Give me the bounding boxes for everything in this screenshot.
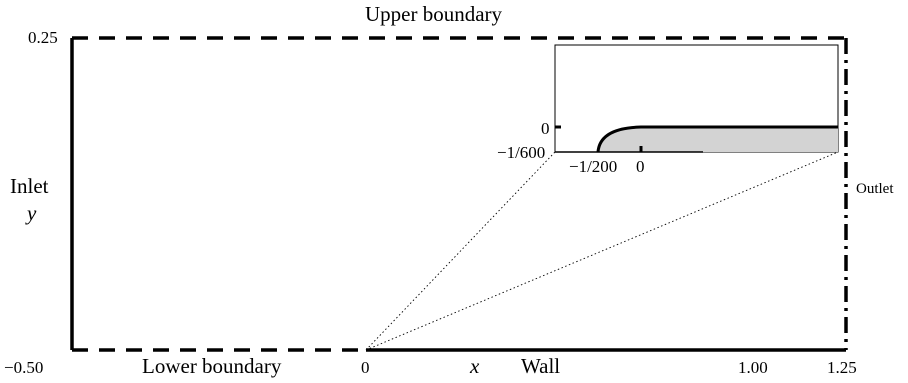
- wall-label: Wall: [521, 354, 560, 378]
- x-tick-zero: 0: [361, 358, 370, 377]
- y-axis-label: y: [25, 201, 37, 225]
- domain-boundaries: [70, 36, 848, 352]
- inset-plot: 0 −1/600 −1/200 0: [497, 44, 839, 176]
- zoom-guide-right: [365, 151, 839, 351]
- inlet-label: Inlet: [10, 174, 49, 198]
- inset-y-tick-bottom: −1/600: [497, 143, 545, 162]
- diagram-labels: Upper boundary 0.25 Inlet y Outlet −0.50…: [4, 2, 894, 378]
- zoom-guide-lines: [365, 151, 839, 351]
- inset-x-tick-left: −1/200: [569, 157, 617, 176]
- x-tick-one: 1.00: [738, 358, 768, 377]
- x-axis-label: x: [469, 354, 480, 378]
- x-tick-right: 1.25: [827, 358, 857, 377]
- outlet-label: Outlet: [856, 181, 894, 197]
- zoom-guide-left: [365, 151, 556, 351]
- inset-x-tick-zero: 0: [636, 157, 645, 176]
- x-tick-left: −0.50: [4, 358, 43, 377]
- y-tick-top: 0.25: [28, 28, 58, 47]
- inset-y-tick-zero: 0: [541, 119, 550, 138]
- inset-shaded-region: [598, 127, 838, 152]
- lower-boundary-label: Lower boundary: [142, 354, 282, 378]
- upper-boundary-label: Upper boundary: [365, 2, 503, 26]
- inset-wall-profile: [596, 125, 838, 153]
